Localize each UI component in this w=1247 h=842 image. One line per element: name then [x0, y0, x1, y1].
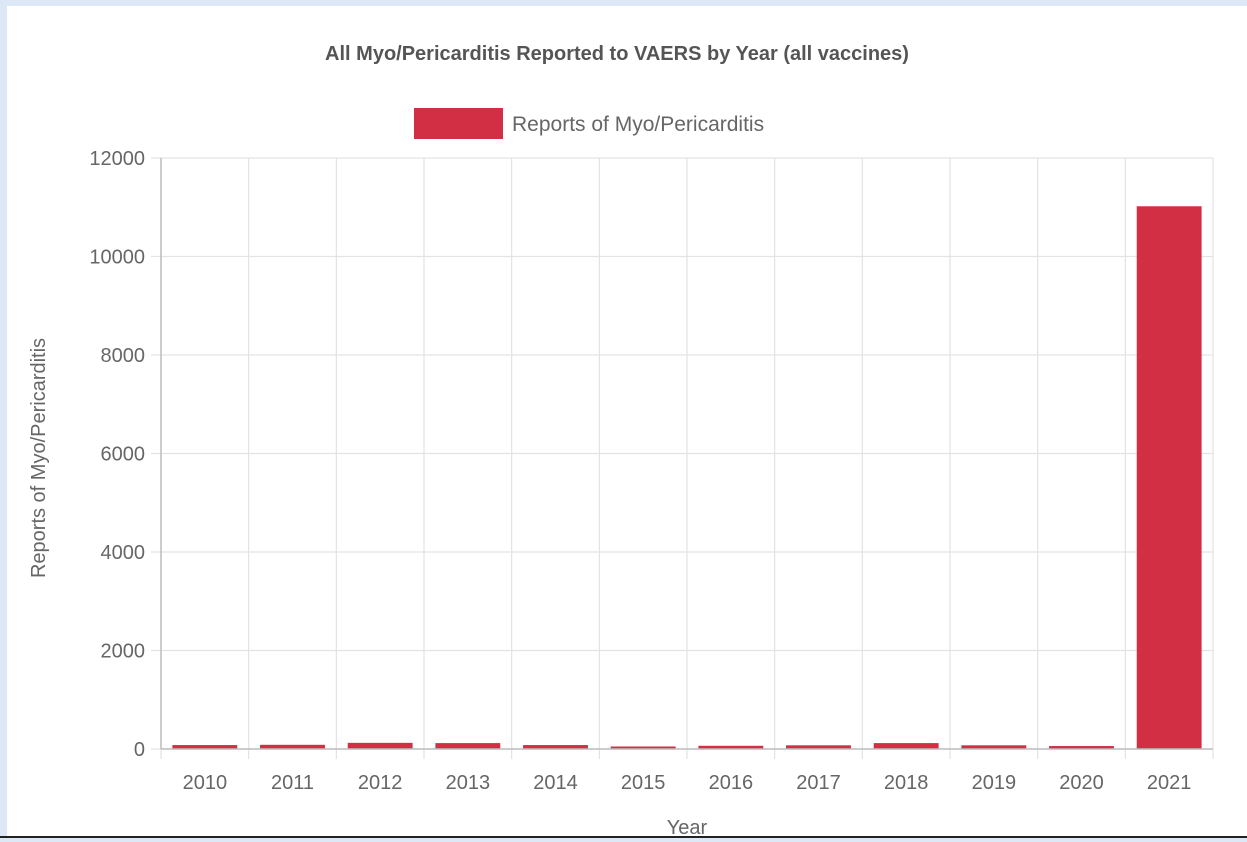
x-tick-label: 2018 — [884, 772, 929, 794]
bar-2018 — [873, 743, 939, 749]
bar-2016 — [698, 745, 764, 749]
x-axis-label: Year — [667, 817, 708, 836]
x-tick-label: 2012 — [358, 772, 403, 794]
y-tick-label: 0 — [134, 739, 145, 761]
x-tick-label: 2019 — [972, 772, 1017, 794]
bar-2020 — [1049, 746, 1114, 749]
x-tick-label: 2021 — [1147, 772, 1192, 794]
bars — [172, 206, 1202, 749]
y-tick-labels: 0 2000 4000 6000 8000 10000 12000 — [89, 148, 145, 761]
bar-2017 — [786, 745, 851, 749]
bar-2010 — [172, 745, 238, 749]
x-tick-label: 2013 — [446, 772, 491, 794]
legend: Reports of Myo/Pericarditis — [414, 108, 764, 139]
bar-2015 — [610, 746, 676, 749]
x-tick-label: 2017 — [796, 772, 841, 794]
x-tick-label: 2011 — [271, 772, 314, 794]
y-axis-label: Reports of Myo/Pericarditis — [28, 338, 50, 578]
y-tick-label: 4000 — [101, 542, 146, 564]
y-tick-label: 2000 — [101, 641, 146, 663]
y-tick-label: 12000 — [89, 148, 145, 170]
bar-2011 — [260, 744, 325, 749]
legend-label: Reports of Myo/Pericarditis — [512, 113, 764, 136]
x-tick-label: 2015 — [621, 772, 666, 794]
x-tick-labels: 2010 2011 2012 2013 2014 2015 2016 2017 2018 2019… — [183, 772, 1192, 794]
y-tick-label: 10000 — [89, 247, 145, 269]
y-tick-label: 6000 — [101, 444, 146, 466]
grid — [151, 157, 1214, 759]
bottom-border — [0, 836, 1247, 838]
chart-title: All Myo/Pericarditis Reported to VAERS b… — [325, 43, 909, 65]
bar-2014 — [523, 745, 588, 749]
y-tick-label: 8000 — [101, 345, 146, 367]
x-tick-label: 2014 — [533, 772, 578, 794]
axes — [160, 158, 1213, 750]
x-tick-label: 2010 — [183, 772, 228, 794]
bar-2019 — [961, 745, 1027, 749]
chart-frame: All Myo/Pericarditis Reported to VAERS b… — [7, 6, 1247, 839]
legend-swatch — [414, 108, 503, 139]
bar-chart: All Myo/Pericarditis Reported to VAERS b… — [28, 43, 1214, 839]
bar-2021 — [1136, 206, 1202, 749]
bar-2013 — [435, 743, 501, 749]
x-tick-label: 2016 — [709, 772, 754, 794]
bar-2012 — [347, 742, 413, 749]
x-tick-label: 2020 — [1059, 772, 1104, 794]
